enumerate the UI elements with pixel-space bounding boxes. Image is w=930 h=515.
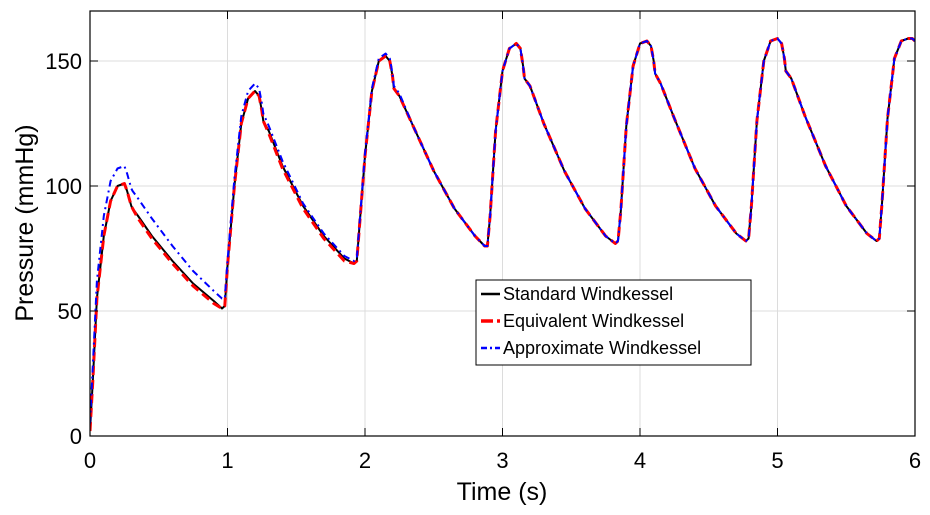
- y-tick-label: 50: [58, 299, 82, 324]
- x-tick-label: 5: [771, 448, 783, 473]
- x-tick-label: 6: [909, 448, 921, 473]
- legend-box: [475, 279, 752, 366]
- y-tick-label: 100: [45, 174, 82, 199]
- legend-label-2: Equivalent Windkessel: [503, 311, 684, 331]
- x-tick-label: 3: [496, 448, 508, 473]
- x-tick-label: 4: [634, 448, 646, 473]
- series-line-3: [90, 37, 915, 424]
- x-tick-label: 1: [221, 448, 233, 473]
- x-tick-label: 0: [84, 448, 96, 473]
- x-tick-label: 2: [359, 448, 371, 473]
- y-tick-label: 150: [45, 49, 82, 74]
- y-axis-label: Pressure (mmHg): [11, 124, 39, 321]
- series-group: [90, 37, 915, 432]
- x-axis-label: Time (s): [457, 478, 548, 506]
- legend: Standard Windkessel Equivalent Windkessel…: [475, 279, 752, 366]
- y-tick-label: 0: [70, 424, 82, 449]
- legend-label-3: Approximate Windkessel: [503, 338, 701, 358]
- axis-ticks: 0 1 2 3 4 5 6 0 50 100 150: [45, 11, 921, 473]
- legend-label-1: Standard Windkessel: [503, 284, 673, 304]
